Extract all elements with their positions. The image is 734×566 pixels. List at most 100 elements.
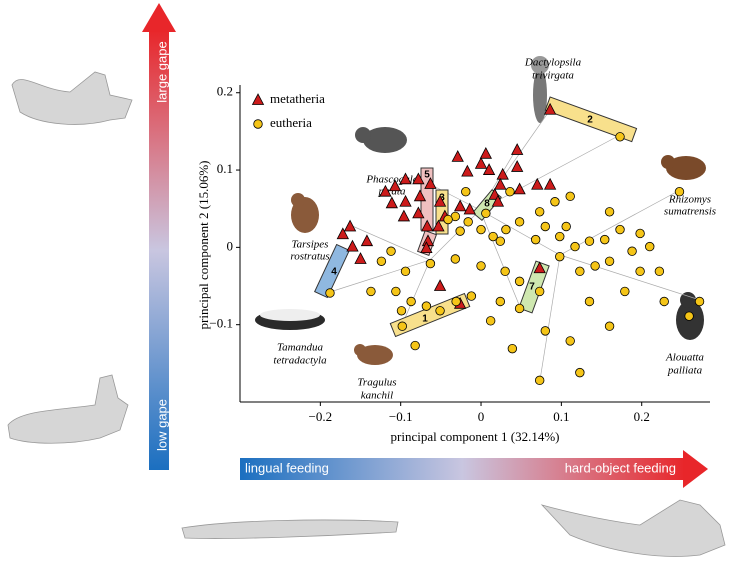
point <box>659 296 669 307</box>
point <box>397 321 407 331</box>
point <box>514 276 525 287</box>
feeding-arrow: lingual feeding hard-object feeding <box>240 450 708 488</box>
species-label: tetradactyla <box>273 355 327 367</box>
point <box>584 296 595 307</box>
y-axis-label: principal component 2 (15.06%) <box>196 161 211 330</box>
point <box>354 252 367 264</box>
species-label: Rhizomys <box>668 194 711 206</box>
point <box>435 306 445 316</box>
point <box>385 196 399 209</box>
point <box>461 164 474 177</box>
point <box>600 234 610 245</box>
point <box>575 367 585 378</box>
point <box>513 182 526 195</box>
point <box>495 296 506 307</box>
point <box>421 219 434 232</box>
point <box>433 279 447 291</box>
point <box>410 340 420 351</box>
point <box>575 266 585 277</box>
point <box>540 326 550 336</box>
point <box>399 194 412 207</box>
point <box>413 189 427 202</box>
plot: −0.2 −0.1 0 0.1 0.2 −0.1 0 0.1 0.2 metatheria euth… <box>209 84 710 424</box>
highlight-label: 3 <box>439 193 445 204</box>
point <box>481 208 491 219</box>
point <box>604 256 615 266</box>
point <box>453 199 467 212</box>
point <box>425 258 436 269</box>
point <box>543 177 557 190</box>
point <box>420 241 433 254</box>
point <box>443 214 453 225</box>
point <box>550 197 560 207</box>
point <box>555 251 565 262</box>
point <box>565 336 575 346</box>
y-tick-label: 0.1 <box>217 161 233 176</box>
highlight-label: 2 <box>587 115 593 126</box>
x-tick-label: 0.2 <box>634 409 650 424</box>
point <box>530 234 541 245</box>
animal-images <box>255 56 706 365</box>
point <box>396 306 407 316</box>
point <box>635 266 645 277</box>
x-tick-label: 0 <box>478 409 485 424</box>
point <box>485 316 496 326</box>
point <box>451 150 464 162</box>
x-tick-label: −0.2 <box>309 409 333 424</box>
highlight-label: 5 <box>424 170 430 181</box>
point <box>635 228 645 239</box>
point <box>584 236 595 246</box>
species-labels: Dactylopsila trivirgata Phascogale pirat… <box>273 57 716 402</box>
mandible-images <box>7 71 726 557</box>
point <box>496 167 509 180</box>
y-tick-label: 0 <box>227 238 234 253</box>
point <box>604 321 615 331</box>
point <box>561 221 571 232</box>
x-axis-label: principal component 1 (32.14%) <box>391 429 560 444</box>
species-label: sumatrensis <box>664 206 716 218</box>
point <box>412 206 425 219</box>
highlight-label: 8 <box>484 199 490 210</box>
point <box>400 266 411 277</box>
point <box>421 301 432 311</box>
point <box>500 266 510 277</box>
point <box>479 146 493 159</box>
point <box>325 288 335 298</box>
legend-label: eutheria <box>270 115 312 130</box>
point <box>391 286 401 297</box>
point <box>501 224 511 235</box>
point <box>406 296 416 307</box>
point <box>645 241 655 252</box>
point <box>514 217 525 227</box>
point <box>491 194 505 207</box>
legend-marker <box>251 93 265 105</box>
point <box>674 186 685 197</box>
point <box>376 256 387 266</box>
point <box>514 303 525 314</box>
x-tick-label: −0.1 <box>389 409 413 424</box>
point <box>534 375 545 386</box>
point <box>627 246 637 256</box>
highlight-label: 7 <box>529 282 535 293</box>
point <box>620 286 630 297</box>
point <box>543 102 557 115</box>
point <box>615 224 625 235</box>
point <box>399 172 412 185</box>
point <box>540 221 550 232</box>
highlight-label: 1 <box>422 314 428 325</box>
point <box>507 343 518 354</box>
y-tick-label: −0.1 <box>209 316 233 331</box>
species-label: Tarsipes <box>292 239 329 251</box>
point <box>476 261 486 271</box>
point <box>531 177 544 190</box>
point <box>488 231 498 242</box>
point <box>455 226 465 236</box>
point <box>451 296 461 307</box>
point <box>466 291 477 301</box>
y-tick-label: 0.2 <box>217 84 233 99</box>
highlight-label: 4 <box>331 267 337 278</box>
point <box>654 266 665 277</box>
point <box>432 219 445 232</box>
point <box>565 191 575 202</box>
